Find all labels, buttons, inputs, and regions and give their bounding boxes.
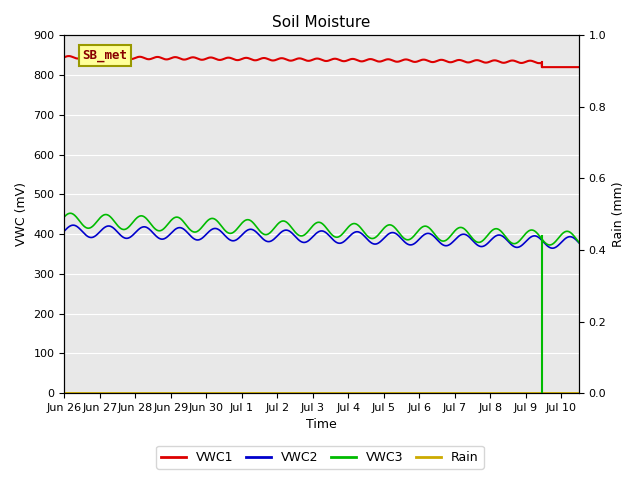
VWC1	[561, 64, 568, 70]
Rain	[560, 390, 568, 396]
VWC1	[65, 53, 72, 59]
Line: VWC1: VWC1	[65, 56, 579, 67]
VWC1	[575, 64, 583, 70]
VWC2	[561, 237, 568, 242]
VWC3	[561, 229, 568, 235]
VWC1	[466, 60, 474, 65]
X-axis label: Time: Time	[307, 419, 337, 432]
VWC1	[61, 54, 68, 60]
VWC3	[311, 221, 319, 227]
VWC3	[466, 232, 474, 238]
Rain	[297, 390, 305, 396]
Line: VWC2: VWC2	[65, 225, 579, 248]
VWC3	[61, 214, 68, 220]
VWC3	[575, 240, 583, 245]
VWC3	[298, 233, 305, 239]
Y-axis label: Rain (mm): Rain (mm)	[612, 181, 625, 247]
Rain	[575, 390, 583, 396]
VWC2	[466, 235, 474, 240]
VWC2	[61, 228, 68, 234]
Title: Soil Moisture: Soil Moisture	[273, 15, 371, 30]
Rain	[87, 390, 95, 396]
VWC3	[546, 242, 554, 248]
VWC3	[87, 225, 95, 230]
Text: SB_met: SB_met	[83, 49, 127, 62]
Rain	[311, 390, 319, 396]
VWC2	[548, 245, 556, 251]
VWC3	[561, 229, 568, 235]
VWC2	[298, 239, 305, 245]
Line: VWC3: VWC3	[65, 213, 579, 245]
VWC2	[87, 235, 95, 240]
VWC2	[311, 232, 319, 238]
VWC3	[67, 210, 74, 216]
VWC1	[87, 55, 95, 60]
Rain	[466, 390, 474, 396]
VWC2	[561, 236, 568, 242]
VWC2	[69, 222, 77, 228]
VWC1	[561, 64, 568, 70]
VWC1	[311, 56, 319, 62]
Rain	[560, 390, 568, 396]
Legend: VWC1, VWC2, VWC3, Rain: VWC1, VWC2, VWC3, Rain	[156, 446, 484, 469]
VWC1	[298, 56, 305, 61]
VWC2	[575, 240, 583, 246]
Rain	[61, 390, 68, 396]
Y-axis label: VWC (mV): VWC (mV)	[15, 182, 28, 246]
VWC1	[538, 64, 546, 70]
